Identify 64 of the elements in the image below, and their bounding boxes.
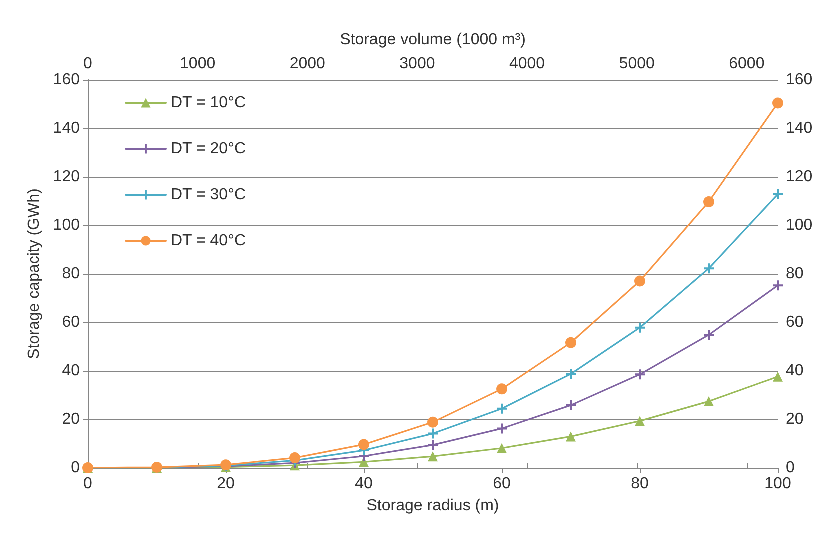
- point: [428, 452, 438, 462]
- point: [772, 98, 784, 109]
- point: [635, 416, 645, 426]
- point: [773, 189, 783, 200]
- point: [704, 330, 714, 340]
- point: [358, 439, 370, 450]
- point: [428, 440, 438, 450]
- legend-label: DT = 10°C: [171, 94, 246, 112]
- y-tick-label: 20: [62, 411, 80, 428]
- x2-tick-label: 3000: [400, 56, 436, 72]
- point: [704, 396, 714, 407]
- point: [704, 196, 714, 208]
- y2-tick-label: 100: [786, 217, 813, 234]
- x2-tick-label: 0: [84, 56, 93, 72]
- legend-label: DT = 30°C: [171, 186, 246, 204]
- y2-tick-label: 20: [786, 411, 804, 428]
- point: [635, 322, 645, 333]
- x2-axis-title: Storage volume (1000 m³): [340, 32, 526, 48]
- y2-tick-label: 0: [786, 460, 795, 476]
- x2-tick-label: 1000: [180, 56, 216, 72]
- y2-tick-label: 160: [786, 72, 813, 88]
- point: [566, 369, 576, 380]
- x2-tick-label: 6000: [729, 56, 765, 72]
- point: [566, 432, 576, 442]
- legend-label: DT = 40°C: [171, 232, 246, 250]
- point: [290, 452, 300, 464]
- point: [428, 416, 438, 428]
- x-tick-label: 60: [493, 476, 511, 492]
- y2-tick-label: 140: [786, 120, 813, 137]
- legend-label: DT = 20°C: [171, 140, 246, 158]
- x-tick-label: 100: [764, 476, 792, 492]
- y-tick-label: 120: [53, 168, 80, 186]
- y-tick-label: 100: [53, 217, 80, 234]
- x-tick-label: 80: [631, 476, 649, 492]
- point: [634, 276, 646, 287]
- y-tick-label: 60: [62, 314, 80, 331]
- point: [635, 370, 645, 380]
- point: [773, 280, 783, 291]
- x2-tick-label: 5000: [619, 56, 655, 72]
- point: [704, 264, 714, 274]
- y2-tick-label: 80: [786, 266, 804, 282]
- x-tick-label: 0: [84, 476, 93, 492]
- y-tick-label: 80: [62, 266, 80, 282]
- y-tick-label: 160: [53, 72, 80, 88]
- point: [497, 443, 507, 454]
- y-tick-label: 0: [71, 460, 80, 476]
- y-tick-label: 40: [62, 362, 80, 380]
- x-tick-label: 40: [355, 476, 373, 492]
- y2-tick-label: 40: [786, 362, 804, 380]
- y2-tick-label: 120: [786, 168, 813, 186]
- point: [497, 404, 507, 414]
- x-tick-label: 20: [217, 476, 235, 492]
- x2-tick-label: 4000: [509, 56, 546, 72]
- y-tick-label: 140: [53, 120, 80, 137]
- point: [496, 384, 508, 395]
- point: [773, 372, 783, 382]
- point: [566, 337, 576, 348]
- x-axis-title: Storage radius (m): [366, 498, 500, 514]
- y2-tick-label: 60: [786, 314, 804, 331]
- x2-tick-label: 2000: [290, 56, 326, 72]
- point: [428, 428, 438, 439]
- point: [497, 424, 507, 434]
- point: [566, 400, 576, 410]
- y-axis-title: Storage capacity (GWh): [26, 188, 43, 360]
